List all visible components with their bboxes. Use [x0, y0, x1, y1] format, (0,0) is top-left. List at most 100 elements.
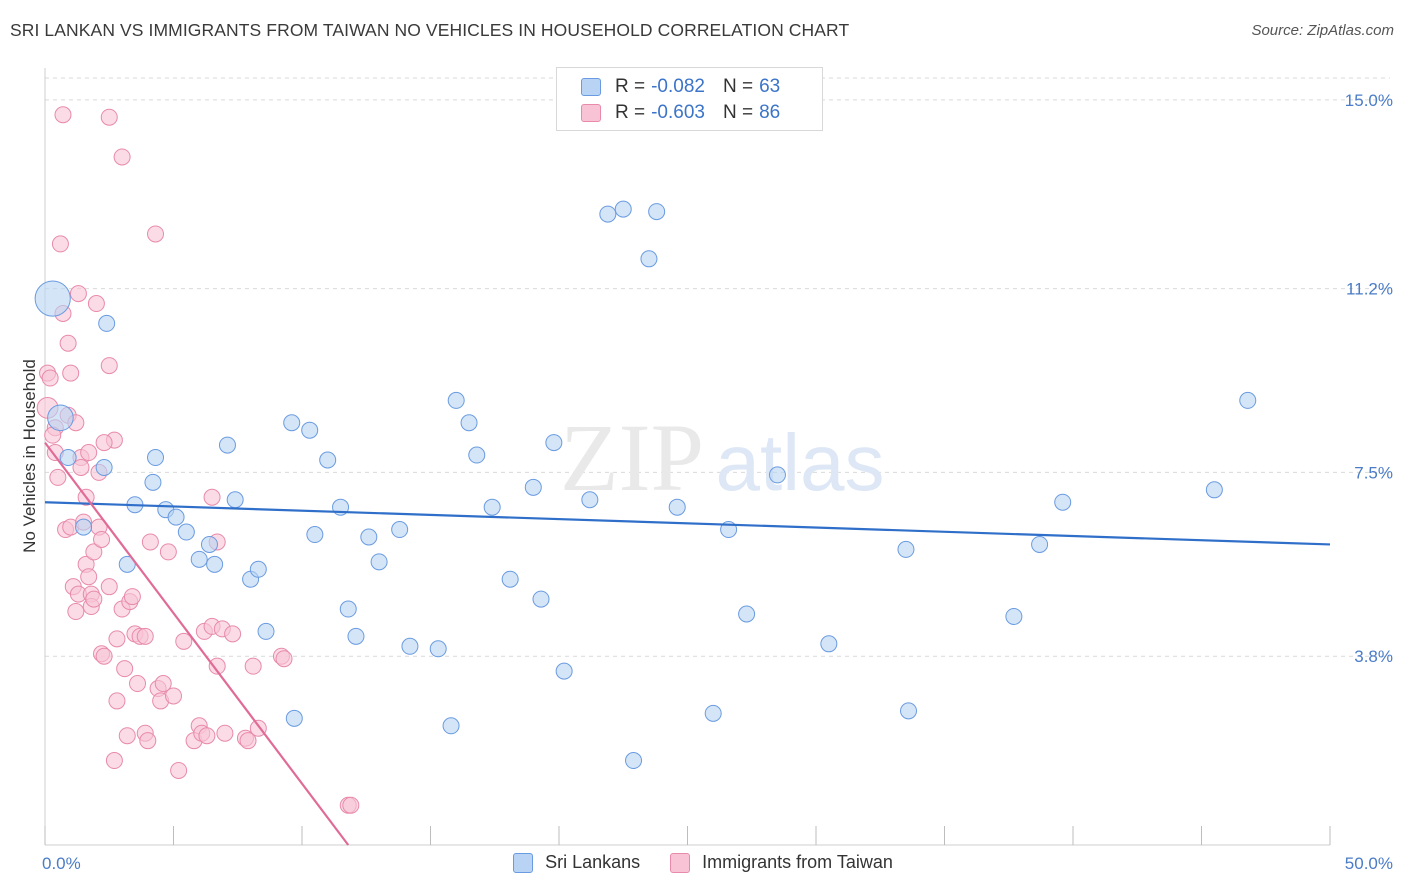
taiwan-point — [208, 657, 226, 675]
sri-lankan-point — [625, 752, 643, 770]
grid-lines — [45, 77, 1390, 657]
sri-lankan-point — [532, 590, 550, 608]
r-value: -0.603 — [651, 102, 705, 123]
stats-row-sri-lankans: R = -0.082 N = 63 — [581, 75, 780, 99]
sri-lankan-point — [319, 451, 337, 469]
watermark: ZIP atlas — [560, 404, 884, 511]
sri-lankan-point — [648, 203, 666, 221]
taiwan-point — [100, 108, 118, 126]
taiwan-point — [80, 568, 98, 586]
legend-item-taiwan[interactable]: Immigrants from Taiwan — [670, 852, 893, 873]
taiwan-point — [72, 458, 90, 476]
sri-lankan-point — [483, 498, 501, 516]
sri-lankan-point — [391, 521, 409, 539]
sri-lankan-point — [167, 508, 185, 526]
taiwan-swatch — [581, 104, 601, 122]
n-value: 63 — [759, 76, 781, 97]
taiwan-point — [41, 369, 59, 387]
taiwan-point — [116, 660, 134, 678]
trend-lines — [44, 441, 1331, 846]
taiwan-point — [129, 675, 147, 693]
taiwan-point — [139, 732, 157, 750]
y-tick-label: 7.5% — [1354, 463, 1393, 482]
sri-lankan-point — [200, 535, 218, 553]
sri-lankan-point — [226, 491, 244, 509]
taiwan-point — [342, 796, 360, 814]
y-tick-label: 15.0% — [1345, 91, 1393, 110]
taiwan-point — [203, 488, 221, 506]
taiwan-point — [62, 364, 80, 382]
taiwan-point — [95, 434, 113, 452]
taiwan-point — [85, 543, 103, 561]
taiwan-point — [54, 106, 72, 124]
sri-lankan-point — [370, 553, 388, 571]
chart-title: SRI LANKAN VS IMMIGRANTS FROM TAIWAN NO … — [10, 20, 850, 40]
taiwan-point — [85, 590, 103, 608]
taiwan-point — [87, 295, 105, 313]
taiwan-point — [80, 444, 98, 462]
taiwan-point — [141, 533, 159, 551]
taiwan-point — [244, 657, 262, 675]
stats-row-taiwan: R = -0.603 N = 86 — [581, 101, 780, 125]
taiwan-point — [118, 727, 136, 745]
series-sri-lankans-points — [34, 200, 1257, 770]
sri-lankan-point — [190, 550, 208, 568]
sri-lankan-point — [897, 540, 915, 558]
r-label: R = — [615, 102, 646, 123]
y-tick-label: 3.8% — [1354, 647, 1393, 666]
sri-lankan-point — [301, 421, 319, 439]
series-legend: Sri Lankans Immigrants from Taiwan — [0, 852, 1406, 873]
sri-lankan-point — [460, 414, 478, 432]
sri-lankan-point — [545, 434, 563, 452]
taiwan-point — [108, 692, 126, 710]
sri-lankan-point — [98, 314, 116, 332]
legend-swatch-pink — [670, 852, 691, 873]
sri-lankan-point — [285, 709, 303, 727]
trend-line-sri-lankans — [44, 501, 1331, 546]
sri-lankan-point — [1205, 481, 1223, 499]
taiwan-point — [239, 732, 257, 750]
axes — [44, 68, 1331, 846]
sri-lankan-point — [820, 635, 838, 653]
taiwan-point — [95, 647, 113, 665]
sri-lankan-point — [429, 640, 447, 658]
legend-item-sri-lankans[interactable]: Sri Lankans — [513, 852, 640, 873]
sri-lankan-point — [347, 627, 365, 645]
sri-lankan-point — [640, 250, 658, 268]
watermark-atlas: atlas — [716, 418, 885, 507]
sri-lankan-point — [1031, 535, 1049, 553]
taiwan-point — [100, 578, 118, 596]
x-tick-label-max: 50.0% — [1345, 854, 1393, 873]
sri-lankan-point — [147, 449, 165, 467]
sri-lankan-point — [668, 498, 686, 516]
taiwan-point — [93, 530, 111, 548]
watermark-zip: ZIP — [560, 404, 704, 511]
sri-lankan-point — [614, 200, 632, 218]
sri-lankan-point — [144, 473, 162, 491]
taiwan-point — [105, 752, 123, 770]
taiwan-point — [100, 357, 118, 375]
sri-lankan-point — [900, 702, 918, 720]
sri-lankan-point — [704, 704, 722, 722]
taiwan-point — [67, 603, 85, 621]
sri-lankan-point — [75, 518, 93, 536]
sri-lankan-point — [59, 449, 77, 467]
sri-lankan-point — [501, 570, 519, 588]
legend-swatch-blue — [513, 852, 534, 873]
taiwan-point — [159, 543, 177, 561]
sri-lankan-point — [257, 622, 275, 640]
sri-lankans-swatch — [581, 78, 601, 96]
sri-lankan-point — [339, 600, 357, 618]
n-label: N = — [722, 102, 754, 123]
taiwan-point — [198, 727, 216, 745]
x-tick-label-min: 0.0% — [42, 854, 81, 873]
sri-lankan-point — [306, 526, 324, 544]
sri-lankan-point — [599, 205, 617, 223]
taiwan-point — [49, 468, 67, 486]
series-taiwan-points — [36, 106, 360, 814]
tick-labels: 3.8% 7.5% 11.2% 15.0% 0.0% 50.0% — [42, 91, 1393, 873]
sri-lankan-point — [1239, 391, 1257, 409]
sri-lankan-point — [468, 446, 486, 464]
sri-lankan-point — [118, 555, 136, 573]
